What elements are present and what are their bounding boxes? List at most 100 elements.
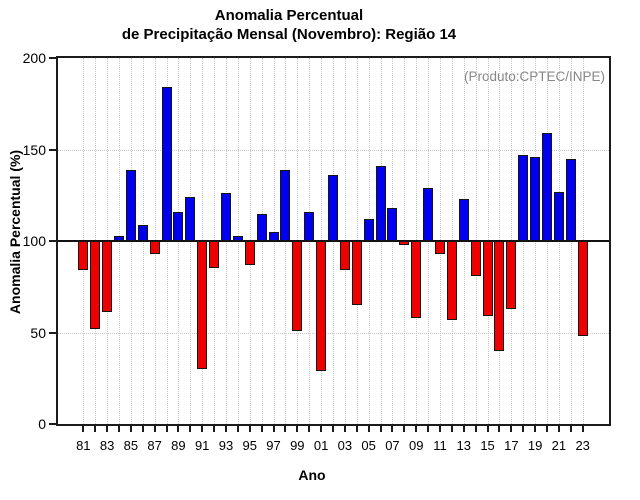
x-tick-05 <box>367 426 370 432</box>
x-tick-label-81: 81 <box>76 438 91 453</box>
x-tick-14 <box>474 426 477 432</box>
x-tick-06 <box>379 426 382 432</box>
x-tick-93 <box>224 426 227 432</box>
x-tick-89 <box>177 426 180 432</box>
bar-15 <box>482 241 493 317</box>
x-tick-81 <box>82 426 85 432</box>
bar-06 <box>375 165 386 241</box>
bar-16 <box>494 241 505 351</box>
y-tick-label-150: 150 <box>22 142 46 158</box>
x-tick-04 <box>355 426 358 432</box>
x-tick-21 <box>557 426 560 432</box>
bar-85 <box>125 169 136 241</box>
y-tick-label-100: 100 <box>22 233 46 249</box>
x-axis-title: Ano <box>298 467 326 483</box>
bar-12 <box>446 241 457 320</box>
bar-02 <box>327 175 338 241</box>
x-tick-12 <box>450 426 453 432</box>
x-tick-label-19: 19 <box>527 438 543 453</box>
x-tick-label-91: 91 <box>194 438 210 453</box>
y-tick-100 <box>49 240 56 242</box>
bar-90 <box>185 197 196 241</box>
x-tick-18 <box>522 426 525 432</box>
bar-99 <box>292 241 303 331</box>
bar-03 <box>339 241 350 271</box>
bar-10 <box>423 187 434 241</box>
bar-21 <box>553 191 564 241</box>
y-tick-0 <box>49 423 56 425</box>
bar-91 <box>197 241 208 370</box>
bar-87 <box>149 241 160 254</box>
x-tick-label-05: 05 <box>361 438 376 453</box>
x-tick-98 <box>284 426 287 432</box>
x-tick-label-13: 13 <box>456 438 471 453</box>
x-tick-95 <box>248 426 251 432</box>
bar-18 <box>518 154 529 241</box>
x-tick-86 <box>141 426 144 432</box>
chart-title: Anomalia Percentual de Precipitação Mens… <box>0 6 578 44</box>
bar-92 <box>209 241 220 269</box>
x-tick-84 <box>117 426 120 432</box>
x-tick-label-11: 11 <box>433 438 447 453</box>
x-tick-96 <box>260 426 263 432</box>
bar-89 <box>173 211 184 241</box>
x-tick-90 <box>189 426 192 432</box>
bar-94 <box>232 235 243 241</box>
x-tick-label-83: 83 <box>99 438 115 453</box>
y-tick-label-50: 50 <box>30 325 46 341</box>
bar-14 <box>470 241 481 276</box>
bar-97 <box>268 231 279 241</box>
x-tick-label-07: 07 <box>385 438 400 453</box>
x-tick-label-99: 99 <box>290 438 305 453</box>
bar-05 <box>363 219 374 241</box>
bar-98 <box>280 169 291 241</box>
bar-00 <box>304 211 315 241</box>
x-tick-label-95: 95 <box>242 438 257 453</box>
bar-93 <box>220 193 231 241</box>
annotation-produto: (Produto:CPTEC/INPE) <box>463 69 605 84</box>
bar-96 <box>256 213 267 241</box>
x-tick-label-03: 03 <box>337 438 353 453</box>
bar-84 <box>113 235 124 241</box>
bar-88 <box>161 87 172 241</box>
x-tick-label-21: 21 <box>551 438 567 453</box>
x-tick-92 <box>213 426 216 432</box>
y-tick-label-0: 0 <box>38 416 46 432</box>
bar-22 <box>565 158 576 241</box>
bar-19 <box>530 156 541 241</box>
x-tick-83 <box>106 426 109 432</box>
x-tick-99 <box>296 426 299 432</box>
baseline-100 <box>58 240 609 242</box>
chart-title-line2: de Precipitação Mensal (Novembro): Regiã… <box>121 26 457 43</box>
bar-08 <box>399 241 410 245</box>
x-tick-label-23: 23 <box>575 438 590 453</box>
x-tick-label-01: 01 <box>313 438 329 453</box>
x-tick-82 <box>94 426 97 432</box>
x-tick-02 <box>331 426 334 432</box>
bar-20 <box>542 133 552 241</box>
x-tick-label-09: 09 <box>408 438 424 453</box>
x-tick-label-87: 87 <box>147 438 162 453</box>
plot-area: (Produto:CPTEC/INPE) <box>56 56 611 426</box>
x-tick-01 <box>320 426 323 432</box>
y-tick-50 <box>49 331 56 334</box>
x-tick-88 <box>165 426 168 432</box>
x-tick-91 <box>201 426 204 432</box>
bar-81 <box>78 241 89 271</box>
bar-13 <box>458 198 469 241</box>
x-tick-20 <box>546 426 548 432</box>
y-tick-200 <box>49 57 56 59</box>
bar-11 <box>435 241 445 254</box>
x-tick-94 <box>236 426 239 432</box>
x-tick-label-15: 15 <box>480 438 495 453</box>
x-tick-15 <box>486 426 489 432</box>
x-tick-11 <box>439 426 441 432</box>
x-tick-17 <box>510 426 513 432</box>
bar-07 <box>387 208 398 241</box>
x-tick-label-97: 97 <box>266 438 281 453</box>
bar-01 <box>316 241 327 371</box>
x-tick-label-85: 85 <box>123 438 139 453</box>
x-tick-10 <box>427 426 430 432</box>
chart-title-line1: Anomalia Percentual <box>214 7 364 24</box>
